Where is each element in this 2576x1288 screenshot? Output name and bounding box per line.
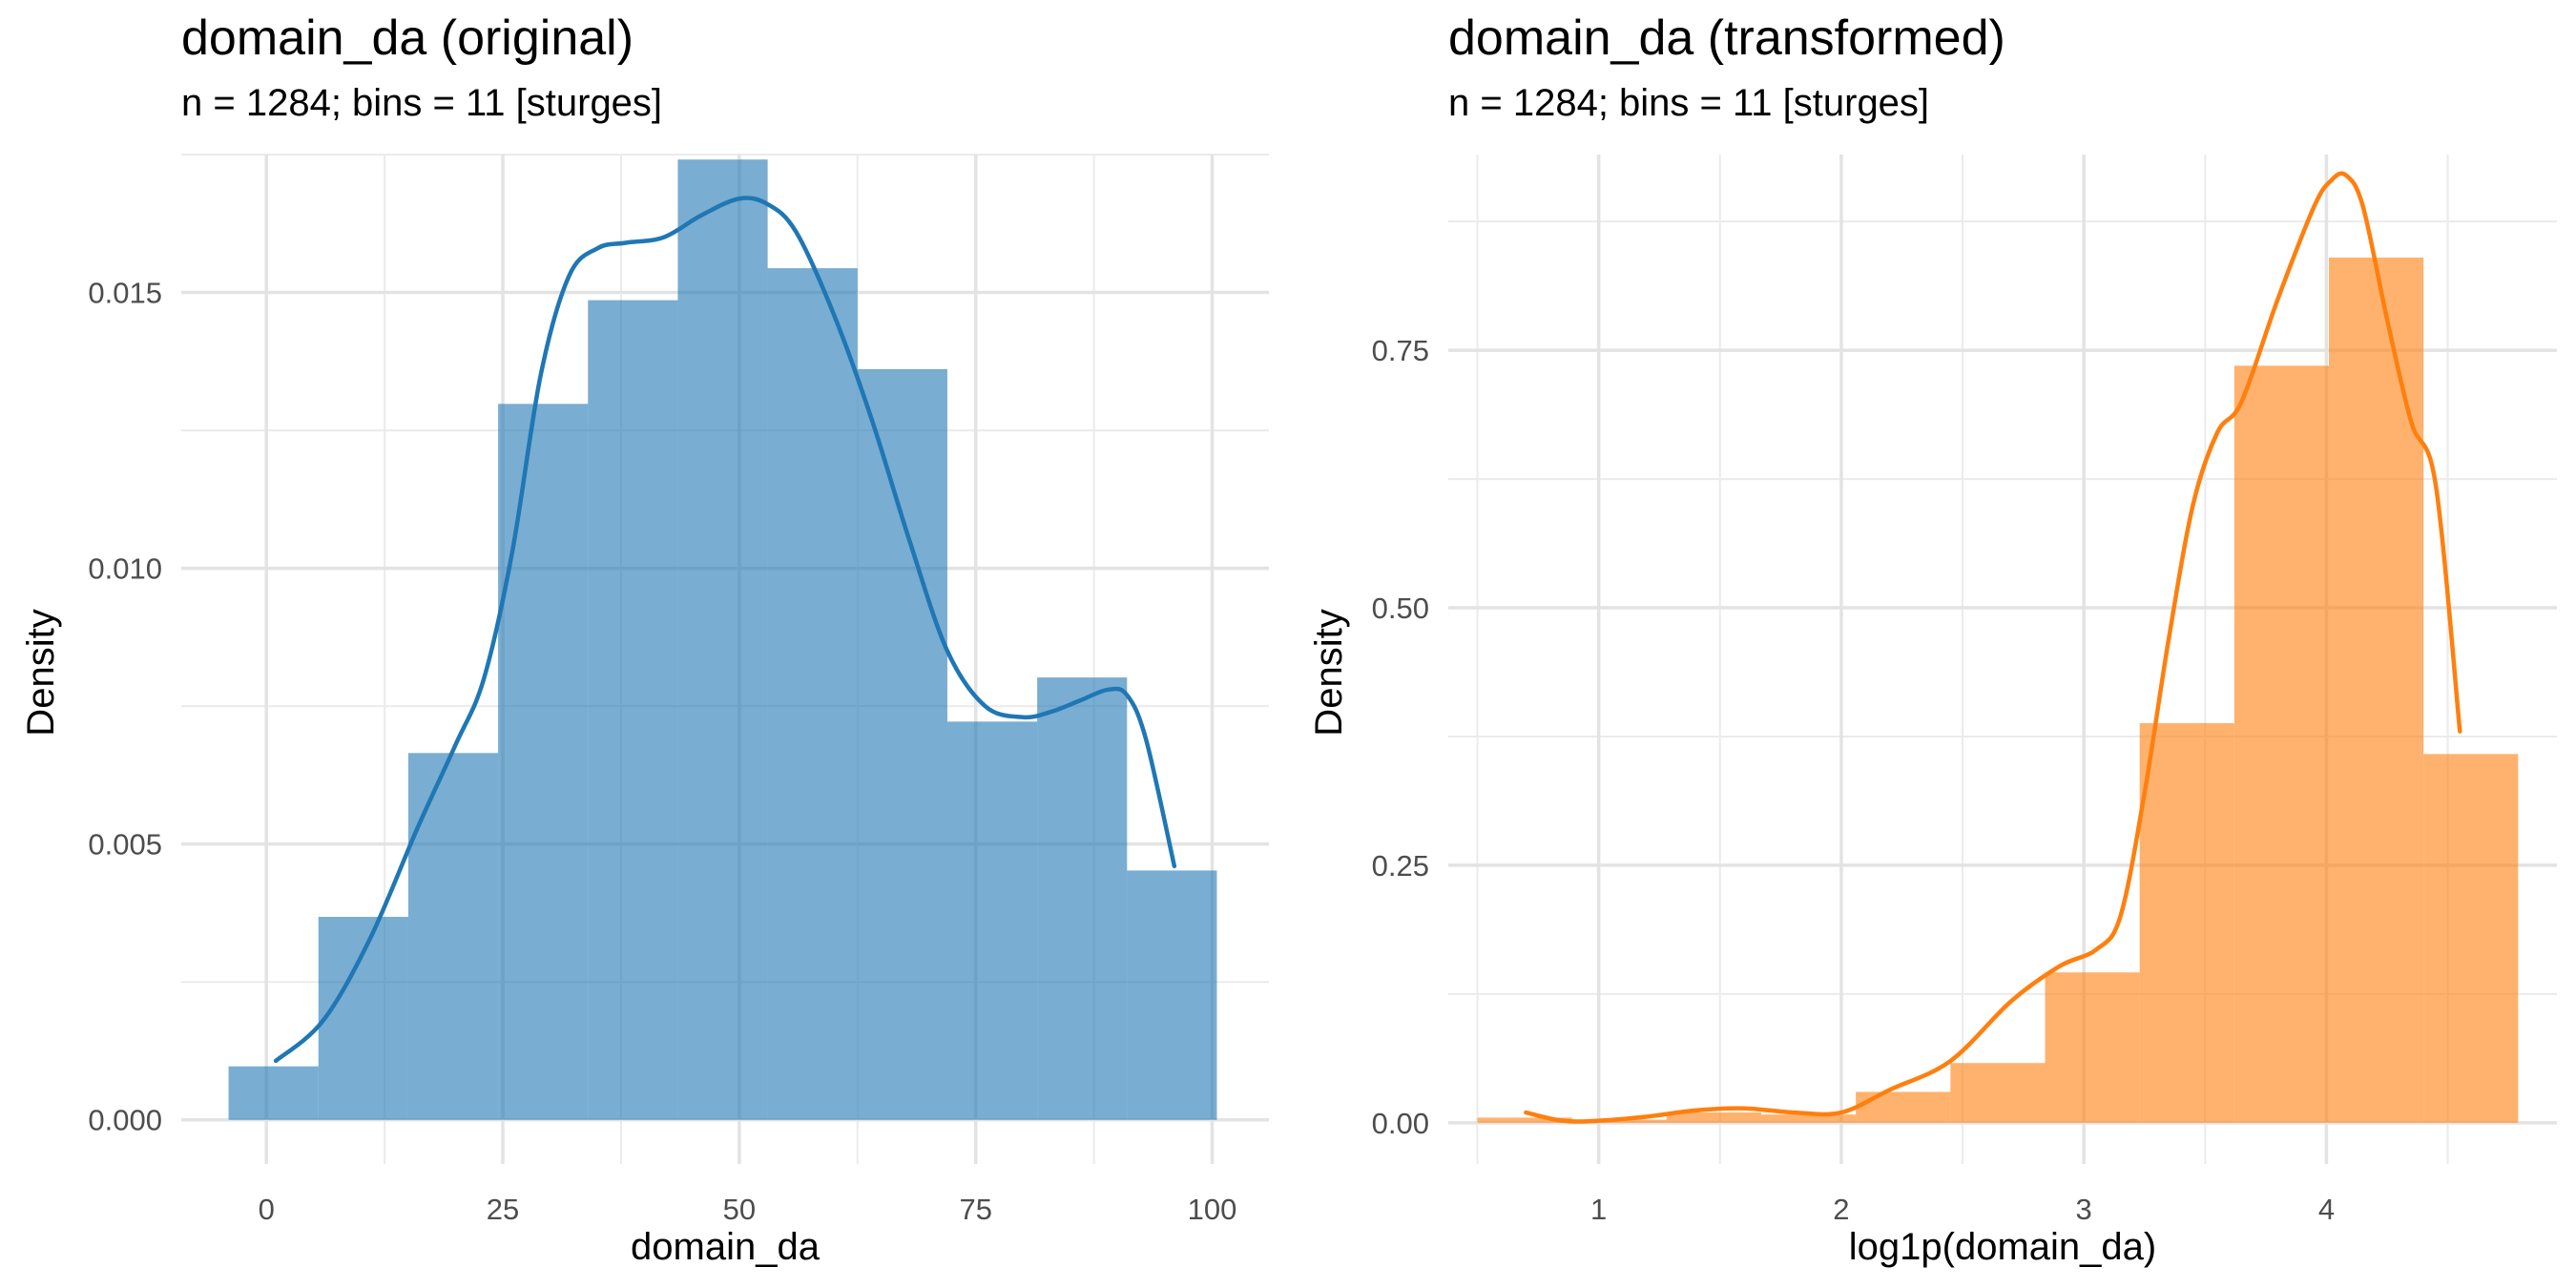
histogram-bar xyxy=(1856,1091,1951,1123)
histogram-bar xyxy=(1950,1063,2046,1123)
histogram-bar xyxy=(2233,365,2329,1123)
y-tick-label: 0.75 xyxy=(1372,334,1429,367)
histogram-original: 0 25 50 75 100 0.000 0.005 0.010 0.015 domain_da D… xyxy=(20,154,1269,1268)
x-tick-label: 25 xyxy=(487,1193,519,1226)
panel-transformed: domain_da (transformed) n = 1284; bins =… xyxy=(1288,0,2576,1288)
histogram-bar xyxy=(677,159,768,1120)
histogram-bar xyxy=(498,404,589,1120)
histogram-bar xyxy=(1037,677,1128,1120)
chart-title: domain_da (original) xyxy=(181,10,634,66)
x-tick-label: 3 xyxy=(2076,1193,2092,1226)
y-tick-label: 0.000 xyxy=(88,1104,162,1137)
density-curve xyxy=(273,196,1177,1064)
chart-title: domain_da (transformed) xyxy=(1448,10,2005,66)
histogram-bar xyxy=(946,721,1038,1120)
y-tick-label: 0.00 xyxy=(1372,1107,1429,1140)
x-axis-label: domain_da xyxy=(631,1226,821,1268)
histogram-bar xyxy=(228,1066,319,1120)
chart-subtitle: n = 1284; bins = 11 [sturges] xyxy=(1448,82,1930,124)
density-curve xyxy=(1524,171,2462,1124)
x-tick-label: 50 xyxy=(723,1193,756,1226)
y-tick-label: 0.015 xyxy=(88,277,162,310)
x-tick-label: 0 xyxy=(259,1193,275,1226)
histogram-bar xyxy=(2139,722,2234,1123)
y-axis-label: Density xyxy=(20,609,62,736)
histogram-bar xyxy=(857,368,947,1120)
histogram-bar xyxy=(588,300,678,1120)
panel-original: domain_da (original) n = 1284; bins = 11… xyxy=(20,10,1269,1268)
histogram-bar xyxy=(2045,972,2140,1123)
histogram-transformed: 1 2 3 4 0.00 0.25 0.50 0.75 log1p(domain_da) Dens… xyxy=(1308,155,2557,1268)
x-tick-label: 100 xyxy=(1188,1193,1237,1226)
histogram-bar xyxy=(407,753,499,1120)
y-tick-label: 0.25 xyxy=(1372,849,1429,883)
y-tick-label: 0.010 xyxy=(88,552,162,586)
y-tick-label: 0.005 xyxy=(88,828,162,862)
histogram-bar xyxy=(1666,1112,1762,1123)
y-tick-label: 0.50 xyxy=(1372,592,1429,625)
y-axis-label: Density xyxy=(1308,609,1350,736)
histogram-bar xyxy=(1127,870,1217,1120)
x-tick-label: 2 xyxy=(1833,1193,1849,1226)
x-tick-label: 75 xyxy=(959,1193,991,1226)
histogram-bar xyxy=(2328,257,2424,1123)
x-tick-label: 1 xyxy=(1590,1193,1607,1226)
x-tick-label: 4 xyxy=(2318,1193,2335,1226)
histogram-bar xyxy=(1477,1117,1572,1123)
x-axis-label: log1p(domain_da) xyxy=(1849,1226,2156,1268)
histogram-bar xyxy=(1761,1114,1857,1123)
histogram-bar xyxy=(2423,754,2519,1123)
histogram-bar xyxy=(767,268,858,1120)
chart-subtitle: n = 1284; bins = 11 [sturges] xyxy=(181,82,663,124)
